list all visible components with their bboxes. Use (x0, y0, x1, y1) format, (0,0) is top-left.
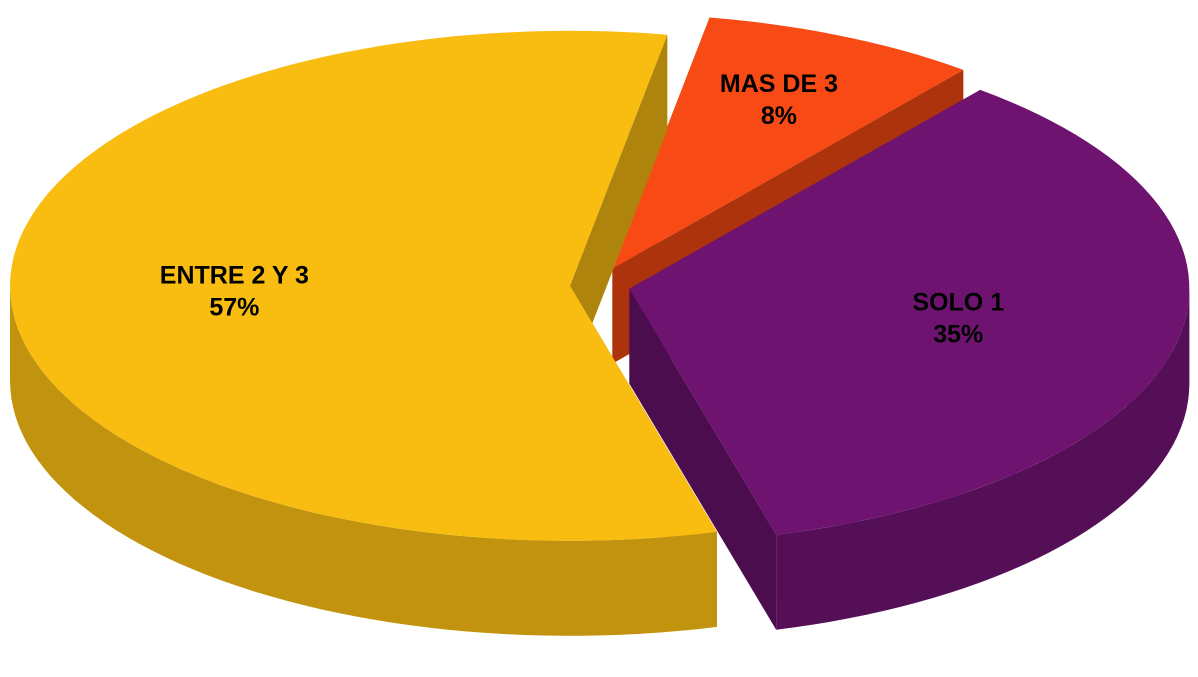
slice-wall (776, 288, 1190, 630)
slice-wall (10, 285, 717, 636)
slice-value-label: 8% (761, 102, 797, 130)
slice-wall-shade (776, 288, 1190, 630)
slice (10, 30, 717, 541)
slice-category-label: SOLO 1 (912, 289, 1004, 317)
slice (629, 89, 1190, 535)
slice-cut-shade (570, 34, 668, 381)
slice-category-label: MAS DE 3 (720, 70, 838, 98)
slice-value-label: 35% (933, 321, 983, 349)
slice-cut-face (629, 288, 777, 630)
slice-wall-shade (10, 285, 717, 636)
slice-category-label: ENTRE 2 Y 3 (160, 261, 309, 289)
slice-value-label: 57% (209, 293, 259, 321)
slice (612, 17, 964, 269)
slice-cut-face (570, 34, 668, 381)
slice-cut-shade (629, 288, 777, 630)
